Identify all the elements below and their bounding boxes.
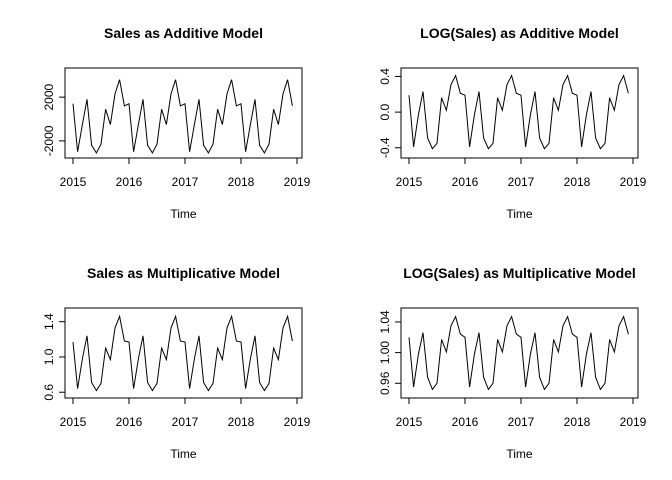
y-tick-label: 2000 xyxy=(42,83,56,110)
y-axis: -0.4 0.0 0.4 xyxy=(378,68,401,158)
x-tick-label: 2015 xyxy=(396,175,423,189)
chart-title: LOG(Sales) as Multiplicative Model xyxy=(403,265,636,281)
x-axis: 2015 2016 2017 2018 2019 xyxy=(396,158,647,189)
plot-frame xyxy=(64,307,303,399)
y-tick-label: -0.4 xyxy=(378,137,392,158)
x-tick-label: 2019 xyxy=(620,175,647,189)
x-tick-label: 2018 xyxy=(228,415,255,429)
y-tick-label: 1.04 xyxy=(378,310,392,334)
y-tick-label: 1.0 xyxy=(42,348,56,365)
x-tick-label: 2019 xyxy=(284,415,311,429)
x-axis-label: Time xyxy=(170,447,197,461)
y-axis: 0.96 1.00 1.04 xyxy=(378,310,401,395)
y-tick-label: 0.6 xyxy=(42,384,56,401)
x-axis-label: Time xyxy=(506,447,533,461)
x-tick-label: 2017 xyxy=(508,175,535,189)
chart-title: LOG(Sales) as Additive Model xyxy=(420,25,619,41)
x-axis: 2015 2016 2017 2018 2019 xyxy=(60,158,311,189)
chart-title: Sales as Additive Model xyxy=(104,25,263,41)
x-tick-label: 2016 xyxy=(452,175,479,189)
y-tick-label: 0.96 xyxy=(378,371,392,395)
x-tick-label: 2019 xyxy=(284,175,311,189)
x-axis-label: Time xyxy=(170,207,197,221)
x-axis: 2015 2016 2017 2018 2019 xyxy=(396,398,647,429)
x-axis-label: Time xyxy=(506,207,533,221)
y-tick-label: 1.00 xyxy=(378,341,392,365)
series-line xyxy=(72,314,293,392)
x-tick-label: 2017 xyxy=(172,415,199,429)
plot-frame xyxy=(400,67,639,159)
y-tick-label: 0.0 xyxy=(378,103,392,120)
x-tick-label: 2018 xyxy=(228,175,255,189)
plot-frame xyxy=(64,67,303,159)
y-axis: 0.6 1.0 1.4 xyxy=(42,313,65,401)
series-line xyxy=(408,74,629,150)
x-tick-label: 2015 xyxy=(60,415,87,429)
panel-log-sales-multiplicative: LOG(Sales) as Multiplicative Model 2015 2… xyxy=(378,265,647,461)
x-tick-label: 2018 xyxy=(564,175,591,189)
x-tick-label: 2017 xyxy=(508,415,535,429)
x-tick-label: 2015 xyxy=(396,415,423,429)
panel-log-sales-additive: LOG(Sales) as Additive Model 2015 2016 201… xyxy=(378,25,647,221)
y-axis: -2000 2000 xyxy=(42,83,65,156)
y-tick-label: -2000 xyxy=(42,125,56,156)
series-line xyxy=(408,315,629,391)
x-tick-label: 2016 xyxy=(116,175,143,189)
chart-title: Sales as Multiplicative Model xyxy=(87,265,280,281)
x-tick-label: 2017 xyxy=(172,175,199,189)
x-tick-label: 2018 xyxy=(564,415,591,429)
x-tick-label: 2016 xyxy=(116,415,143,429)
panel-sales-additive: Sales as Additive Model 2015 2016 2017 2018… xyxy=(42,25,311,221)
x-tick-label: 2019 xyxy=(620,415,647,429)
x-tick-label: 2016 xyxy=(452,415,479,429)
x-axis: 2015 2016 2017 2018 2019 xyxy=(60,398,311,429)
x-tick-label: 2015 xyxy=(60,175,87,189)
y-tick-label: 0.4 xyxy=(378,68,392,85)
panel-sales-multiplicative: Sales as Multiplicative Model 2015 2016 20… xyxy=(42,265,311,461)
y-tick-label: 1.4 xyxy=(42,313,56,330)
series-line xyxy=(72,79,293,154)
